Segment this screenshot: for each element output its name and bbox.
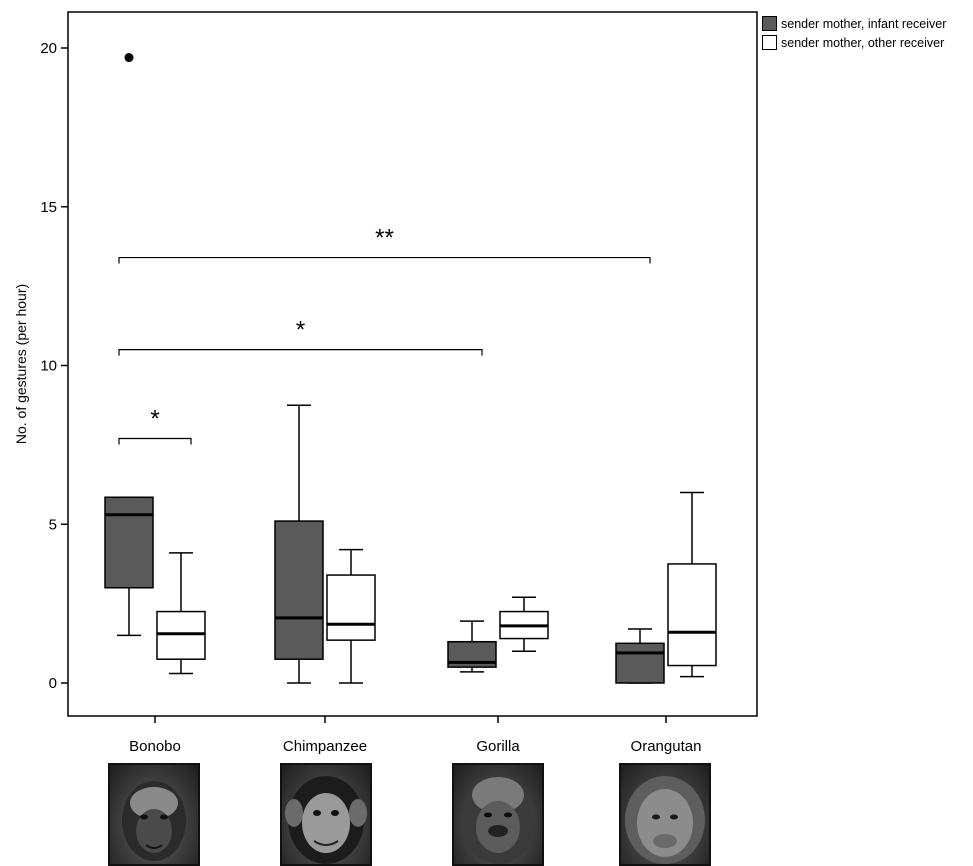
y-tick-label: 5 xyxy=(49,516,57,533)
bracket-line xyxy=(118,256,651,264)
legend-label: sender mother, other receiver xyxy=(781,35,945,50)
box-group xyxy=(104,53,717,684)
x-tick-label: Gorilla xyxy=(476,738,520,755)
x-tick-label: Orangutan xyxy=(631,738,702,755)
orangutan-face-image xyxy=(625,776,705,864)
y-tick-label: 10 xyxy=(40,358,57,375)
box-iqr xyxy=(326,574,376,641)
significance-bracket: * xyxy=(118,406,192,445)
box-iqr xyxy=(104,496,154,589)
box-iqr xyxy=(156,610,206,660)
y-tick-label: 20 xyxy=(40,40,57,57)
box-iqr xyxy=(667,563,717,667)
plot-frame xyxy=(67,11,758,717)
box-chimpanzee-other xyxy=(326,548,376,684)
box-iqr xyxy=(615,642,665,684)
bracket-line xyxy=(118,437,192,445)
box-gorilla-infant xyxy=(447,620,497,673)
significance-bracket: * xyxy=(118,317,483,356)
significance-label: * xyxy=(150,406,159,433)
legend-label: sender mother, infant receiver xyxy=(781,16,947,31)
box-bonobo-infant xyxy=(104,53,154,637)
chart-legend: sender mother, infant receiver sender mo… xyxy=(762,14,946,52)
box-bonobo-other xyxy=(156,552,206,675)
significance-label: * xyxy=(296,317,305,344)
y-axis: 0 5 10 15 20 xyxy=(40,40,68,692)
gorilla-photo xyxy=(452,763,544,866)
x-tick-label: Chimpanzee xyxy=(283,738,367,755)
bonobo-face-image xyxy=(122,781,186,861)
orangutan-photo xyxy=(619,763,711,866)
legend-item-other-receiver: sender mother, other receiver xyxy=(762,33,946,52)
y-axis-title: No. of gestures (per hour) xyxy=(13,284,29,444)
significance-annotations: **** xyxy=(118,225,651,445)
box-orangutan-infant xyxy=(615,628,665,684)
y-tick-label: 15 xyxy=(40,199,57,216)
box-iqr xyxy=(274,520,324,660)
bonobo-photo xyxy=(108,763,200,866)
box-orangutan-other xyxy=(667,491,717,678)
legend-swatch-white xyxy=(762,35,777,50)
box-chimpanzee-infant xyxy=(274,404,324,684)
box-gorilla-other xyxy=(499,596,549,652)
gorilla-face-image xyxy=(460,776,536,864)
x-axis: Bonobo Chimpanzee Gorilla Orangutan xyxy=(129,716,701,755)
chimpanzee-face-image xyxy=(285,776,367,864)
significance-bracket: ** xyxy=(118,225,651,264)
legend-item-infant-receiver: sender mother, infant receiver xyxy=(762,14,946,33)
significance-label: ** xyxy=(375,225,394,252)
y-tick-label: 0 xyxy=(49,675,57,692)
chimpanzee-photo xyxy=(280,763,372,866)
x-tick-label: Bonobo xyxy=(129,738,181,755)
outlier-point xyxy=(124,53,134,63)
legend-swatch-dark xyxy=(762,16,777,31)
bracket-line xyxy=(118,349,483,356)
